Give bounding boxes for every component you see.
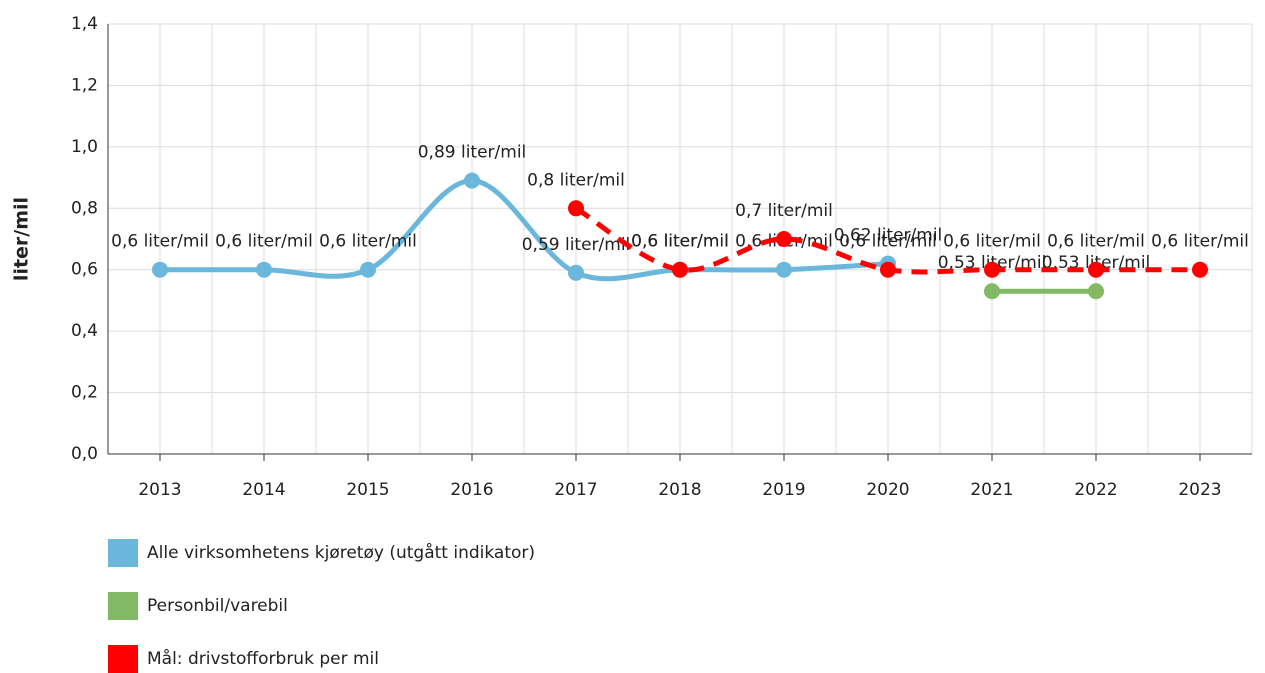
data-point [256, 261, 272, 278]
x-tick-label: 2017 [554, 480, 597, 500]
y-tick-label: 1,2 [71, 75, 98, 95]
data-point [776, 261, 792, 278]
legend-label: Alle virksomhetens kjøretøy (utgått indi… [147, 542, 535, 563]
data-point [1088, 283, 1104, 300]
data-point [672, 261, 688, 278]
data-point [1192, 261, 1208, 278]
x-tick-label: 2019 [762, 480, 805, 500]
data-label: 0,62 liter/mil [834, 226, 943, 246]
x-tick-label: 2020 [866, 480, 909, 500]
legend-label: Mål: drivstofforbruk per mil [147, 648, 379, 669]
y-tick-label: 1,4 [71, 14, 98, 34]
data-point [464, 172, 480, 189]
x-tick-label: 2022 [1074, 480, 1117, 500]
data-point [984, 261, 1000, 278]
data-label: 0,6 liter/mil [631, 232, 729, 252]
y-tick-label: 0,8 [71, 198, 98, 218]
data-point [776, 231, 792, 247]
y-tick-label: 0,2 [71, 383, 98, 403]
data-label: 0,6 liter/mil [1047, 232, 1145, 252]
x-tick-label: 2021 [970, 480, 1013, 500]
y-tick-label: 1,0 [71, 137, 98, 157]
x-tick-label: 2013 [138, 480, 181, 500]
legend-swatch [108, 539, 138, 567]
legend-swatch [108, 592, 138, 620]
data-label: 0,6 liter/mil [215, 232, 313, 252]
data-point [1088, 261, 1104, 278]
x-tick-label: 2015 [346, 480, 389, 500]
data-point [568, 264, 584, 281]
legend-label: Personbil/varebil [147, 596, 288, 616]
data-label: 0,6 liter/mil [319, 232, 417, 252]
y-tick-label: 0,0 [71, 444, 98, 464]
data-label: 0,59 liter/mil [522, 235, 631, 255]
data-label: 0,6 liter/mil [111, 232, 209, 252]
data-label: 0,6 liter/mil [943, 232, 1041, 252]
x-tick-label: 2014 [242, 480, 285, 500]
y-axis-title: liter/mil [11, 197, 33, 281]
data-point [984, 283, 1000, 300]
data-label: 0,7 liter/mil [735, 201, 833, 221]
data-label: 0,6 liter/mil [839, 232, 937, 252]
data-label: 0,89 liter/mil [418, 143, 527, 163]
x-tick-label: 2018 [658, 480, 701, 500]
data-point [568, 200, 584, 217]
data-label: 0,6 liter/mil [631, 232, 729, 252]
data-point [360, 261, 376, 278]
data-label: 0,8 liter/mil [527, 170, 625, 190]
data-point [880, 261, 896, 278]
data-label: 0,6 liter/mil [1151, 232, 1249, 252]
x-tick-label: 2016 [450, 480, 493, 500]
series-line [159, 178, 889, 282]
y-tick-label: 0,6 [71, 260, 98, 280]
y-tick-label: 0,4 [71, 321, 98, 341]
data-point [152, 261, 168, 278]
legend-swatch [108, 645, 138, 673]
x-tick-label: 2023 [1178, 480, 1221, 500]
